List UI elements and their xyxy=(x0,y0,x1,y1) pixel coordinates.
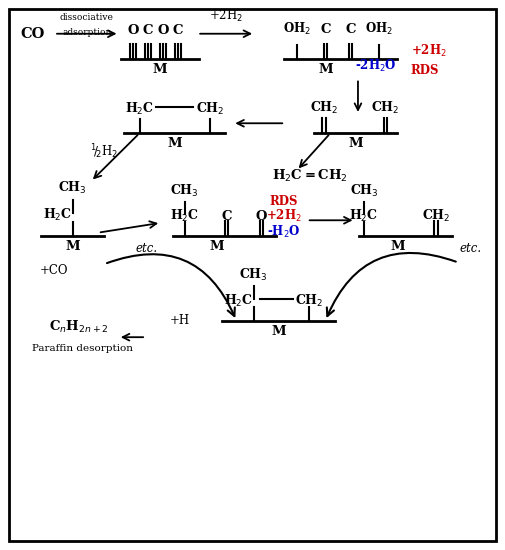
Text: O: O xyxy=(256,210,267,223)
Text: etc.: etc. xyxy=(460,241,482,255)
Text: H$_2$C: H$_2$C xyxy=(170,208,199,224)
Text: C: C xyxy=(221,210,232,223)
Text: -2H$_2$O: -2H$_2$O xyxy=(356,58,397,74)
Text: etc.: etc. xyxy=(136,241,158,255)
Text: $^1\!/\!_2$H$_2$: $^1\!/\!_2$H$_2$ xyxy=(90,142,119,161)
Text: OH$_2$: OH$_2$ xyxy=(283,21,311,37)
Text: H$_2$C: H$_2$C xyxy=(43,207,72,223)
Text: +2H$_2$: +2H$_2$ xyxy=(411,43,446,59)
Text: C$_n$H$_{2n+2}$: C$_n$H$_{2n+2}$ xyxy=(49,318,109,335)
Text: C: C xyxy=(143,24,154,37)
Text: H$_2$C$\mathbf{=}$CH$_2$: H$_2$C$\mathbf{=}$CH$_2$ xyxy=(272,168,348,184)
Text: CH$_2$: CH$_2$ xyxy=(371,100,400,116)
Text: H$_2$C: H$_2$C xyxy=(224,293,253,309)
Text: dissociative: dissociative xyxy=(60,13,114,23)
Text: M: M xyxy=(209,240,224,253)
Text: CH$_3$: CH$_3$ xyxy=(170,183,199,199)
Text: O: O xyxy=(127,24,139,37)
Text: M: M xyxy=(167,137,182,150)
Text: CH$_3$: CH$_3$ xyxy=(239,267,268,283)
Text: CH$_3$: CH$_3$ xyxy=(58,179,87,195)
Text: O: O xyxy=(158,24,169,37)
Text: +2H$_2$: +2H$_2$ xyxy=(209,8,243,24)
Text: CH$_2$: CH$_2$ xyxy=(195,101,224,117)
Text: RDS: RDS xyxy=(269,195,298,208)
Text: M: M xyxy=(391,240,406,253)
Text: OH$_2$: OH$_2$ xyxy=(365,21,393,37)
Text: CH$_2$: CH$_2$ xyxy=(294,293,323,309)
Text: RDS: RDS xyxy=(411,63,439,76)
Text: CH$_3$: CH$_3$ xyxy=(349,183,378,199)
Text: +CO: +CO xyxy=(40,264,68,277)
Text: Paraffin desorption: Paraffin desorption xyxy=(32,344,133,353)
Text: M: M xyxy=(348,137,363,150)
Text: C: C xyxy=(173,24,183,37)
Text: -H$_2$O: -H$_2$O xyxy=(267,224,300,240)
Text: H$_2$C: H$_2$C xyxy=(125,101,154,117)
Text: M: M xyxy=(271,324,286,338)
Text: adsorption: adsorption xyxy=(62,28,112,37)
Text: M: M xyxy=(318,63,333,76)
Text: CH$_2$: CH$_2$ xyxy=(422,208,450,224)
Text: M: M xyxy=(153,63,167,76)
Text: M: M xyxy=(65,240,80,253)
Text: CH$_2$: CH$_2$ xyxy=(310,100,338,116)
Text: +2H$_2$: +2H$_2$ xyxy=(266,208,301,224)
Text: CO: CO xyxy=(20,27,45,41)
Text: +H: +H xyxy=(170,314,190,327)
Text: H$_2$C: H$_2$C xyxy=(349,208,379,224)
Text: C: C xyxy=(345,23,356,36)
Text: C: C xyxy=(320,23,331,36)
